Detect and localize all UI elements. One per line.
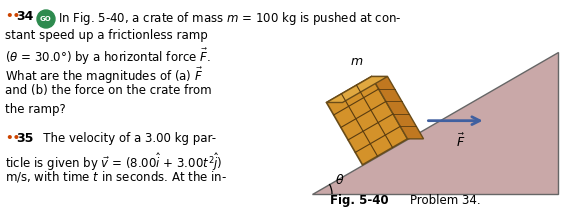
Polygon shape <box>372 76 424 139</box>
Text: GO: GO <box>40 16 52 22</box>
Text: What are the magnitudes of (a) $\vec{F}$: What are the magnitudes of (a) $\vec{F}$ <box>5 65 203 85</box>
Text: 34: 34 <box>16 10 33 23</box>
Text: ••: •• <box>5 10 20 23</box>
Polygon shape <box>327 76 388 102</box>
Text: $\vec{F}$: $\vec{F}$ <box>456 133 465 150</box>
Text: ••: •• <box>5 132 20 145</box>
Text: Fig. 5-40: Fig. 5-40 <box>330 194 389 207</box>
Circle shape <box>37 10 55 28</box>
Text: $\theta$: $\theta$ <box>335 173 345 187</box>
Text: and (b) the force on the crate from: and (b) the force on the crate from <box>5 84 212 97</box>
Text: stant speed up a frictionless ramp: stant speed up a frictionless ramp <box>5 28 208 41</box>
Text: ($\theta$ = 30.0°) by a horizontal force $\vec{F}$.: ($\theta$ = 30.0°) by a horizontal force… <box>5 47 211 67</box>
Text: m/s, with time $t$ in seconds. At the in-: m/s, with time $t$ in seconds. At the in… <box>5 169 227 184</box>
Text: The velocity of a 3.00 kg par-: The velocity of a 3.00 kg par- <box>32 132 216 145</box>
Text: ticle is given by $\vec{v}$ = (8.00$\hat{i}$ + 3.00$t^2\hat{j}$): ticle is given by $\vec{v}$ = (8.00$\hat… <box>5 151 223 173</box>
Text: the ramp?: the ramp? <box>5 102 66 115</box>
Text: Problem 34.: Problem 34. <box>410 194 481 207</box>
Polygon shape <box>312 52 558 194</box>
Text: In Fig. 5-40, a crate of mass $m$ = 100 kg is pushed at con-: In Fig. 5-40, a crate of mass $m$ = 100 … <box>58 10 402 27</box>
Text: $m$: $m$ <box>350 55 364 69</box>
Polygon shape <box>327 76 407 165</box>
Text: 35: 35 <box>16 132 33 145</box>
